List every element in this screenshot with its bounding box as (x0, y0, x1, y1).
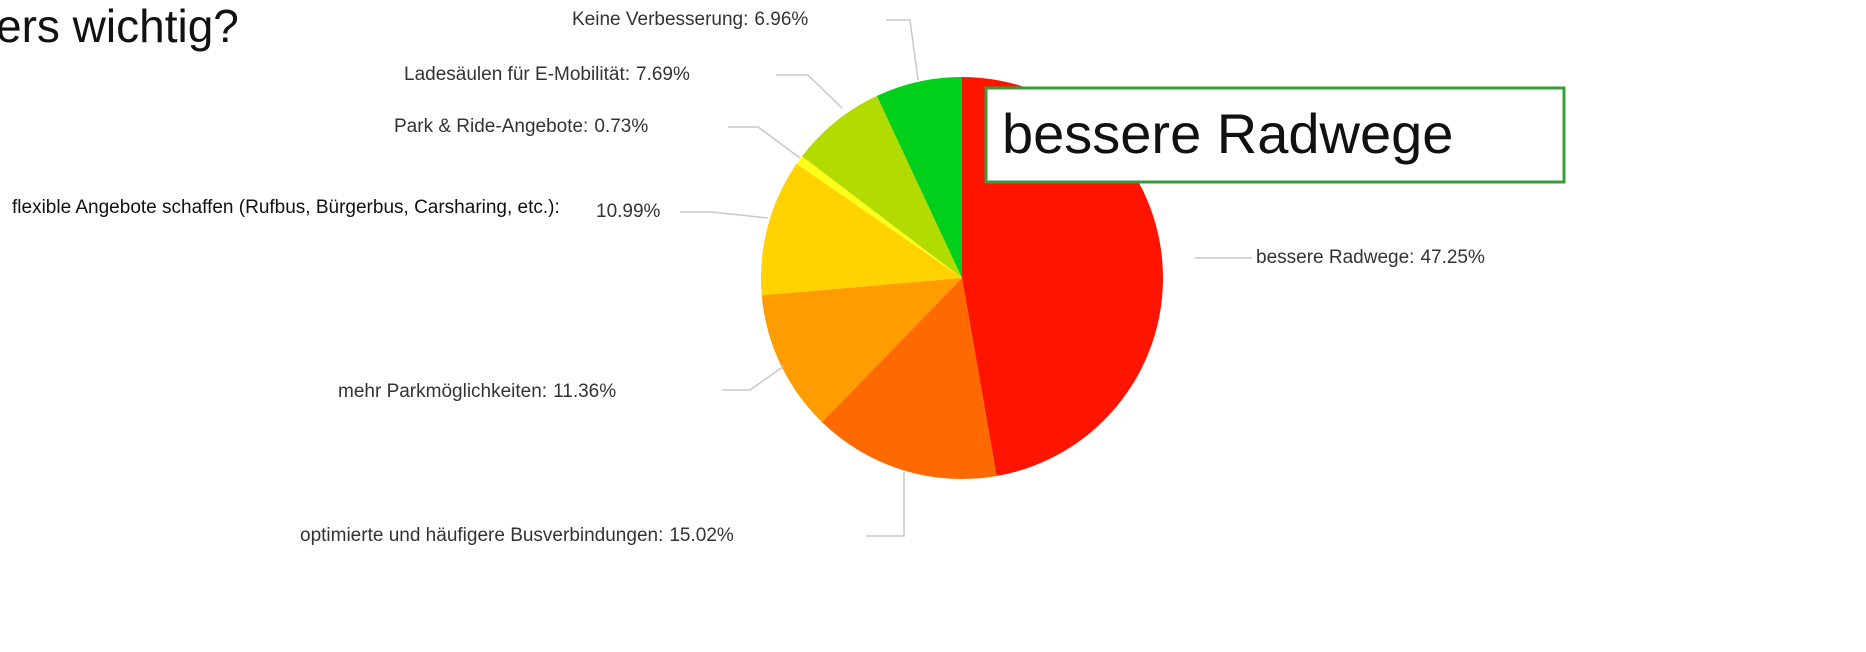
slice-label: Keine Verbesserung: 6.96% (572, 9, 808, 30)
pie-slice (876, 77, 962, 278)
leader-line (886, 19, 919, 81)
slice-category: Keine Verbesserung: (572, 9, 748, 30)
pie-slice (761, 278, 962, 423)
slice-category: Ladesäulen für E-Mobilität: (404, 64, 630, 85)
slice-category: mehr Parkmöglichkeiten: (338, 381, 547, 402)
leader-line (866, 472, 905, 537)
slice-category: flexible Angebote schaffen (Rufbus, Bürg… (12, 197, 560, 218)
pie-slice (802, 95, 962, 278)
leader-line (776, 74, 843, 109)
slice-value: 47.25% (1420, 247, 1485, 268)
pie-slice (796, 156, 962, 278)
pie-slice (761, 163, 962, 296)
callout-box (984, 86, 1566, 184)
slice-category: Park & Ride-Angebote: (394, 116, 588, 137)
leader-line (680, 211, 769, 219)
page-heading: ers wichtig? (0, 0, 239, 52)
slice-category: optimierte und häufigere Busverbindungen… (300, 525, 663, 546)
slice-category: bessere Radwege: (1256, 247, 1414, 268)
slice-label: optimierte und häufigere Busverbindungen… (300, 525, 734, 546)
slice-label: bessere Radwege: 47.25% (1256, 247, 1485, 268)
slice-value: 0.73% (594, 116, 648, 137)
pie-slice (821, 278, 997, 479)
slice-value: 10.99% (596, 201, 661, 222)
slice-label: Ladesäulen für E-Mobilität: 7.69% (404, 64, 690, 85)
slice-label: Park & Ride-Angebote: 0.73% (394, 116, 648, 137)
callout-text: bessere Radwege (1002, 102, 1453, 165)
slice-category-box: flexible Angebote schaffen (Rufbus, Bürg… (12, 197, 560, 218)
slice-value: 11.36% (553, 381, 616, 402)
leader-line (728, 126, 801, 159)
slice-label: mehr Parkmöglichkeiten: 11.36% (338, 381, 616, 402)
slice-value: 15.02% (669, 525, 734, 546)
slice-value: 7.69% (636, 64, 690, 85)
slice-value: 6.96% (754, 9, 808, 30)
leader-line (722, 365, 785, 391)
